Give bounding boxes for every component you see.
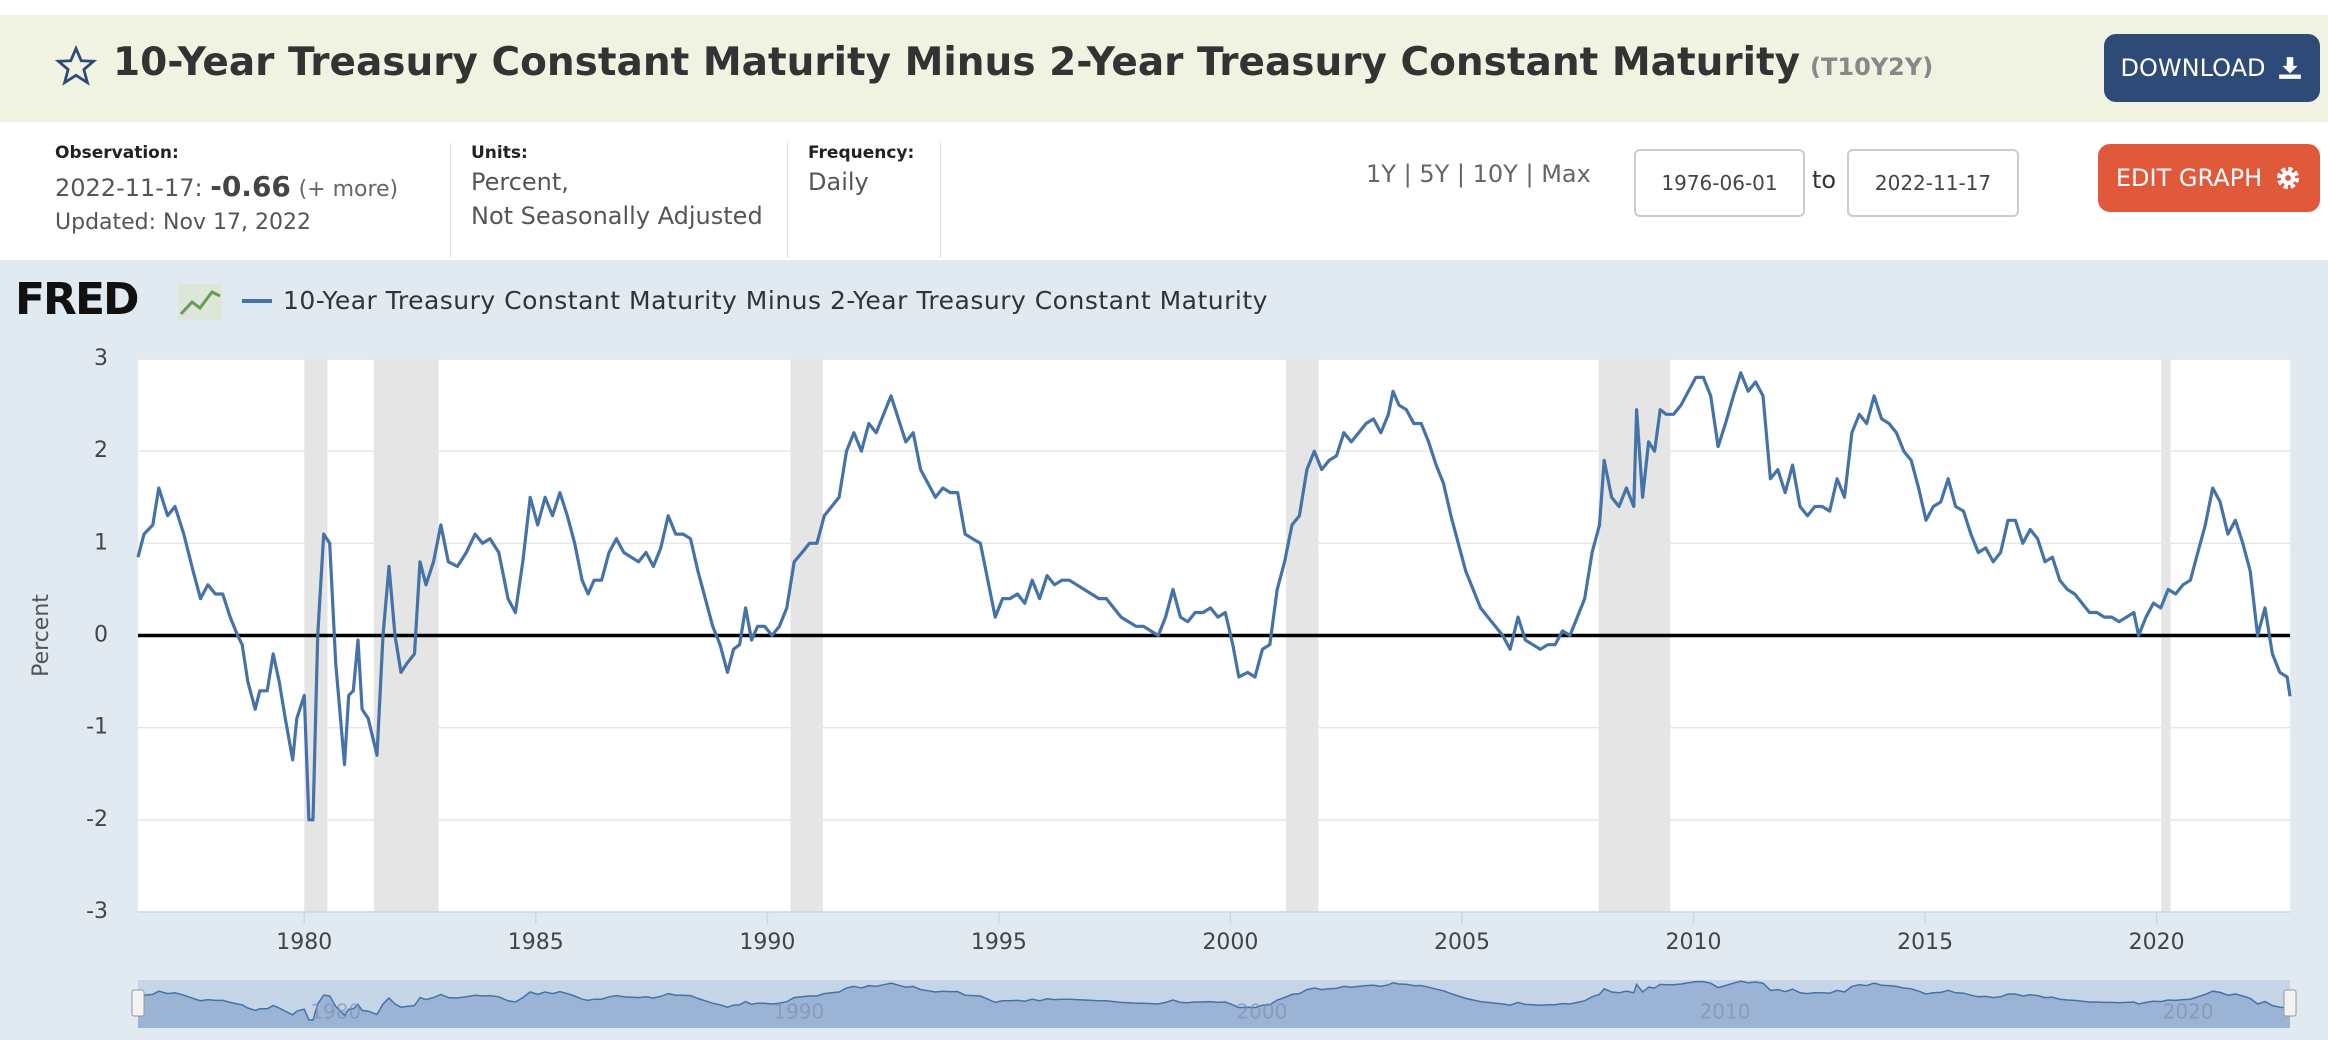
y-tick-label: 0 <box>94 623 108 648</box>
range-link[interactable]: 1Y <box>1366 160 1396 188</box>
logo-icon <box>178 284 222 320</box>
y-tick-label: 1 <box>94 530 108 555</box>
y-tick-label: -1 <box>86 715 108 740</box>
end-date-input[interactable]: 2022-11-17 <box>1847 149 2019 217</box>
separator: | <box>1403 160 1412 188</box>
range-link[interactable]: Max <box>1541 160 1591 188</box>
x-tick-label: 2010 <box>1666 930 1722 955</box>
units-value: Percent, <box>471 168 569 196</box>
divider <box>787 143 788 258</box>
series-title: 10-Year Treasury Constant Maturity Minus… <box>113 40 1933 85</box>
navigator-tick-label: 2020 <box>2163 1000 2214 1024</box>
x-tick-label: 1990 <box>739 930 795 955</box>
title-text: 10-Year Treasury Constant Maturity Minus… <box>113 40 1801 85</box>
x-tick-label: 1995 <box>971 930 1027 955</box>
navigator-area <box>138 981 2290 1028</box>
download-button[interactable]: DOWNLOAD <box>2104 34 2320 102</box>
x-tick-label: 2005 <box>1434 930 1490 955</box>
x-tick-label: 2015 <box>1897 930 1953 955</box>
start-date-input[interactable]: 1976-06-01 <box>1634 149 1805 217</box>
navigator-handle[interactable] <box>2283 989 2297 1017</box>
observation-value: -0.66 <box>210 170 291 203</box>
range-links: 1Y | 5Y | 10Y | Max <box>1366 160 1591 188</box>
y-tick-label: -3 <box>86 899 108 924</box>
download-label: DOWNLOAD <box>2120 54 2266 82</box>
range-link[interactable]: 10Y <box>1472 160 1518 188</box>
separator: | <box>1456 160 1465 188</box>
y-tick-label: -2 <box>86 807 108 832</box>
navigator-line <box>137 980 2291 1021</box>
y-tick-label: 3 <box>94 346 108 371</box>
separator: | <box>1525 160 1534 188</box>
frequency-value: Daily <box>808 168 869 196</box>
x-tick-label: 2000 <box>1202 930 1258 955</box>
logo-icon-line <box>179 290 221 316</box>
units-label: Units: <box>471 143 528 163</box>
updated-date: Updated: Nov 17, 2022 <box>55 210 311 235</box>
navigator-handle[interactable] <box>131 989 145 1017</box>
x-tick-label: 1985 <box>508 930 564 955</box>
edit-graph-button[interactable]: EDIT GRAPH <box>2098 144 2320 212</box>
gear-icon <box>2277 166 2300 190</box>
y-tick-label: 2 <box>94 438 108 463</box>
frequency-label: Frequency: <box>808 143 915 163</box>
observation-label: Observation: <box>55 143 179 163</box>
legend-label: 10-Year Treasury Constant Maturity Minus… <box>283 286 1268 315</box>
navigator-tick-label: 2010 <box>1700 1000 1751 1024</box>
to-label: to <box>1812 166 1837 194</box>
star-icon[interactable] <box>55 45 97 87</box>
data-line <box>136 371 2292 822</box>
more-link[interactable]: (+ more) <box>298 177 399 202</box>
y-axis-label: Percent <box>29 594 54 677</box>
series-id: (T10Y2Y) <box>1810 53 1934 81</box>
units-value: Not Seasonally Adjusted <box>471 202 763 230</box>
edit-label: EDIT GRAPH <box>2115 164 2263 192</box>
navigator-tick-label: 2000 <box>1236 1000 1287 1024</box>
x-tick-label: 1980 <box>276 930 332 955</box>
x-tick-label: 2020 <box>2129 930 2185 955</box>
divider <box>940 143 941 258</box>
navigator-tick-label: 1990 <box>773 1000 824 1024</box>
divider <box>450 143 451 258</box>
fred-logo[interactable]: FRED <box>15 274 140 325</box>
download-icon <box>2279 57 2302 79</box>
range-link[interactable]: 5Y <box>1419 160 1450 188</box>
navigator-tick-label: 1980 <box>310 1000 361 1024</box>
observation-date: 2022-11-17: <box>55 174 203 202</box>
header-bar <box>0 15 2328 122</box>
